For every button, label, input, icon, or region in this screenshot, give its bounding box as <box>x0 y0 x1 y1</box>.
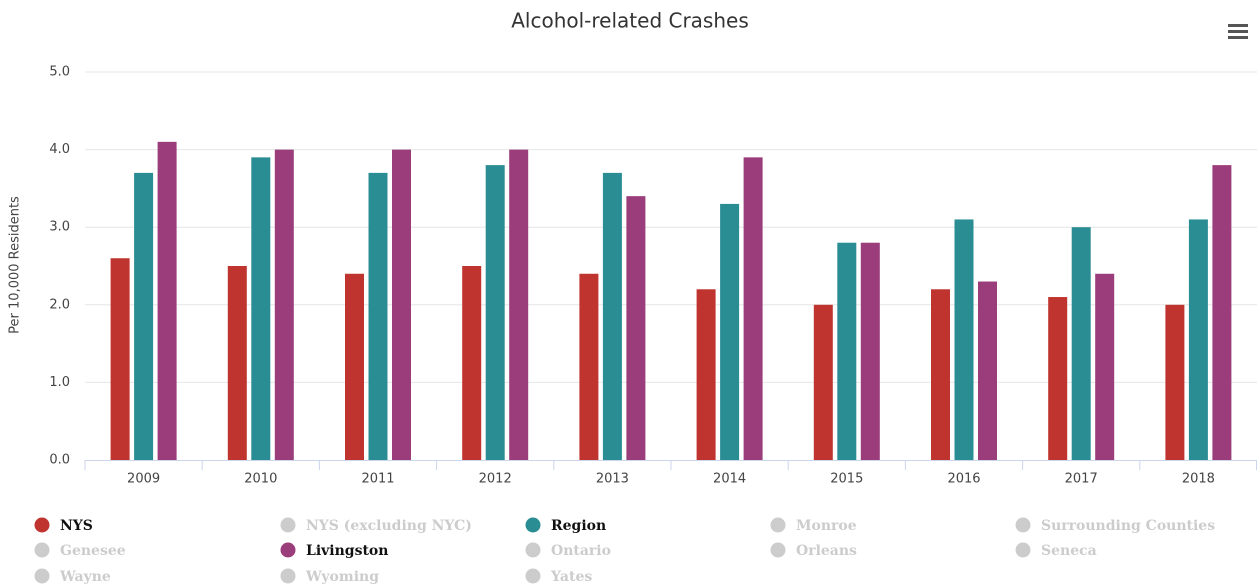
bar <box>227 266 247 460</box>
bar <box>110 258 130 460</box>
legend-symbol <box>1015 517 1031 533</box>
bar <box>1212 165 1232 460</box>
y-tick-label: 0.0 <box>49 453 70 468</box>
legend-item[interactable]: NYS (excluding NYC) <box>306 518 472 534</box>
legend-symbol <box>280 568 296 584</box>
bar <box>720 203 740 461</box>
bar <box>602 172 622 460</box>
x-tick-label: 2017 <box>1065 472 1098 487</box>
legend-item[interactable]: Wayne <box>59 569 111 585</box>
legend-item[interactable]: Orleans <box>796 543 857 559</box>
legend-symbol <box>525 568 541 584</box>
bar <box>626 196 646 460</box>
legend-symbol <box>525 517 541 533</box>
bar <box>837 242 857 460</box>
menu-button[interactable] <box>1228 24 1248 39</box>
legend-item[interactable]: NYS <box>60 518 93 534</box>
legend-item[interactable]: Ontario <box>551 543 611 559</box>
bar <box>368 172 388 460</box>
bar <box>954 219 974 460</box>
x-tick-label: 2009 <box>127 472 160 487</box>
bar <box>978 281 997 460</box>
bar <box>485 165 505 460</box>
legend-item[interactable]: Yates <box>550 569 592 585</box>
legend-symbol <box>1015 542 1031 558</box>
y-tick-label: 4.0 <box>49 142 70 157</box>
x-tick-label: 2018 <box>1182 472 1215 487</box>
bar <box>392 149 411 460</box>
legend-item[interactable]: Seneca <box>1041 543 1097 559</box>
legend-symbol <box>770 517 786 533</box>
bar <box>743 157 763 461</box>
bar <box>1048 297 1068 460</box>
legend-symbol <box>770 542 786 558</box>
legend-item[interactable]: Wyoming <box>305 569 379 585</box>
bar <box>1188 219 1208 460</box>
bar <box>134 172 154 460</box>
x-tick-label: 2014 <box>713 472 746 487</box>
bar <box>157 141 177 460</box>
legend-symbol <box>525 542 541 558</box>
bar <box>274 149 294 460</box>
x-tick-label: 2013 <box>596 472 629 487</box>
bar <box>509 149 529 460</box>
y-tick-label: 1.0 <box>49 375 70 390</box>
bar <box>1071 227 1091 460</box>
legend-item[interactable]: Surrounding Counties <box>1041 518 1215 534</box>
y-tick-label: 5.0 <box>49 65 70 80</box>
legend-item[interactable]: Region <box>551 518 606 534</box>
bar <box>813 304 833 460</box>
legend-symbol <box>280 542 296 558</box>
menu-bar <box>1228 30 1248 33</box>
bar <box>1165 304 1185 460</box>
bar <box>1095 273 1115 460</box>
x-tick-label: 2010 <box>244 472 277 487</box>
chart-title: Alcohol-related Crashes <box>511 9 749 33</box>
bar <box>251 157 271 461</box>
legend-item[interactable]: Livingston <box>306 543 388 559</box>
menu-bar <box>1228 24 1248 27</box>
bar <box>860 242 880 460</box>
legend-symbol <box>34 542 50 558</box>
menu-bar <box>1228 36 1248 39</box>
y-tick-label: 2.0 <box>49 297 70 312</box>
legend-symbol <box>34 517 50 533</box>
legend-item[interactable]: Monroe <box>796 518 857 534</box>
y-tick-label: 3.0 <box>49 220 70 235</box>
bar <box>345 273 364 460</box>
x-tick-label: 2012 <box>479 472 512 487</box>
legend-symbol <box>280 517 296 533</box>
bar <box>579 273 599 460</box>
bar <box>462 266 482 460</box>
bar <box>931 289 950 460</box>
bar <box>696 289 716 460</box>
x-tick-label: 2015 <box>830 472 863 487</box>
y-axis-title: Per 10,000 Residents <box>8 196 23 334</box>
x-tick-label: 2016 <box>947 472 980 487</box>
legend-symbol <box>34 568 50 584</box>
x-tick-label: 2011 <box>361 472 394 487</box>
legend-item[interactable]: Genesee <box>60 543 126 559</box>
